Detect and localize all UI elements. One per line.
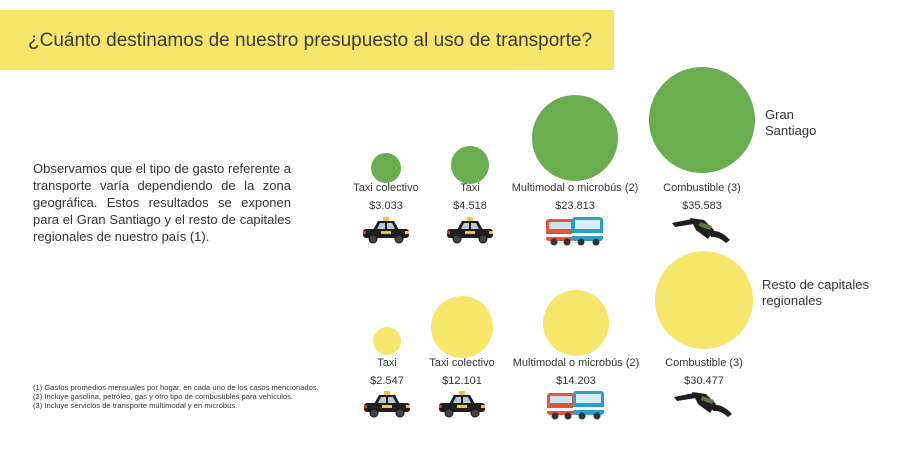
intro-line: Observamos que el tipo de gasto referent… (33, 161, 281, 176)
category-label: Taxi colectivo (429, 357, 495, 369)
footnote: (2) Incluye gasolina, petróleo, gas y ot… (33, 392, 294, 402)
value-label: $14.203 (556, 375, 596, 387)
value-label: $3.033 (369, 200, 403, 212)
value-label: $4.518 (453, 200, 487, 212)
bubble-mark (451, 146, 489, 184)
category-label: Combustible (3) (663, 182, 741, 194)
category-label: Multimodal o microbús (2) (511, 182, 639, 194)
bus-icon (547, 391, 604, 420)
category-label: Taxi (377, 357, 397, 369)
category-label: Taxi colectivo (353, 182, 419, 194)
footnote: (1) Gastos promedios mensuales por hogar… (33, 383, 319, 392)
taxi-icon (447, 217, 493, 244)
fuel-nozzle-icon (674, 392, 732, 417)
group-label-line: regionales (762, 293, 822, 308)
footnote: (3) Incluye servicios de transporte mult… (33, 401, 238, 411)
bubble-mark (542, 289, 610, 357)
intro-line: para el Gran Santiago y el resto de (33, 212, 236, 227)
group-label-line: Resto de capitales (762, 277, 869, 292)
value-label: $35.583 (682, 200, 722, 212)
taxi-icon (363, 217, 409, 244)
value-label: $2.547 (370, 375, 404, 387)
bubble-mark (431, 296, 493, 358)
category-label: Combustible (3) (665, 357, 743, 369)
bubble-mark (654, 250, 754, 350)
title-bar (0, 10, 614, 70)
group-label-line: Santiago (765, 123, 817, 138)
intro-line: a transporte varía dependiendo de la zon… (33, 161, 291, 193)
page-title: ¿Cuánto destinamos de nuestro presupuest… (28, 30, 593, 51)
intro-text: Observamos que el tipo de gasto referent… (33, 160, 291, 245)
taxi-icon (439, 391, 485, 418)
bus-icon (546, 217, 603, 246)
value-label: $12.101 (442, 375, 482, 387)
group-label-gran-santiago: Gran Santiago (765, 107, 816, 139)
category-label: Multimodal o microbús (2) (512, 357, 640, 369)
bubble-mark (370, 152, 402, 184)
group-label-resto: Resto de capitales regionales (762, 277, 869, 309)
taxi-icon (364, 391, 410, 418)
value-label: $30.477 (684, 375, 724, 387)
fuel-nozzle-icon (672, 218, 730, 243)
group-label-line: Gran (765, 107, 794, 122)
category-label: Taxi (460, 182, 480, 194)
intro-line: geográfica. Estos resultados se exponen (33, 195, 291, 210)
intro-line: capitales regionales de nuestro país (1)… (33, 212, 291, 244)
bubble-mark (531, 94, 619, 182)
bubble-mark (372, 326, 402, 356)
value-label: $23.813 (555, 200, 595, 212)
footnotes: (1) Gastos promedios mensuales por hogar… (33, 383, 363, 411)
bubble-mark (649, 67, 755, 173)
